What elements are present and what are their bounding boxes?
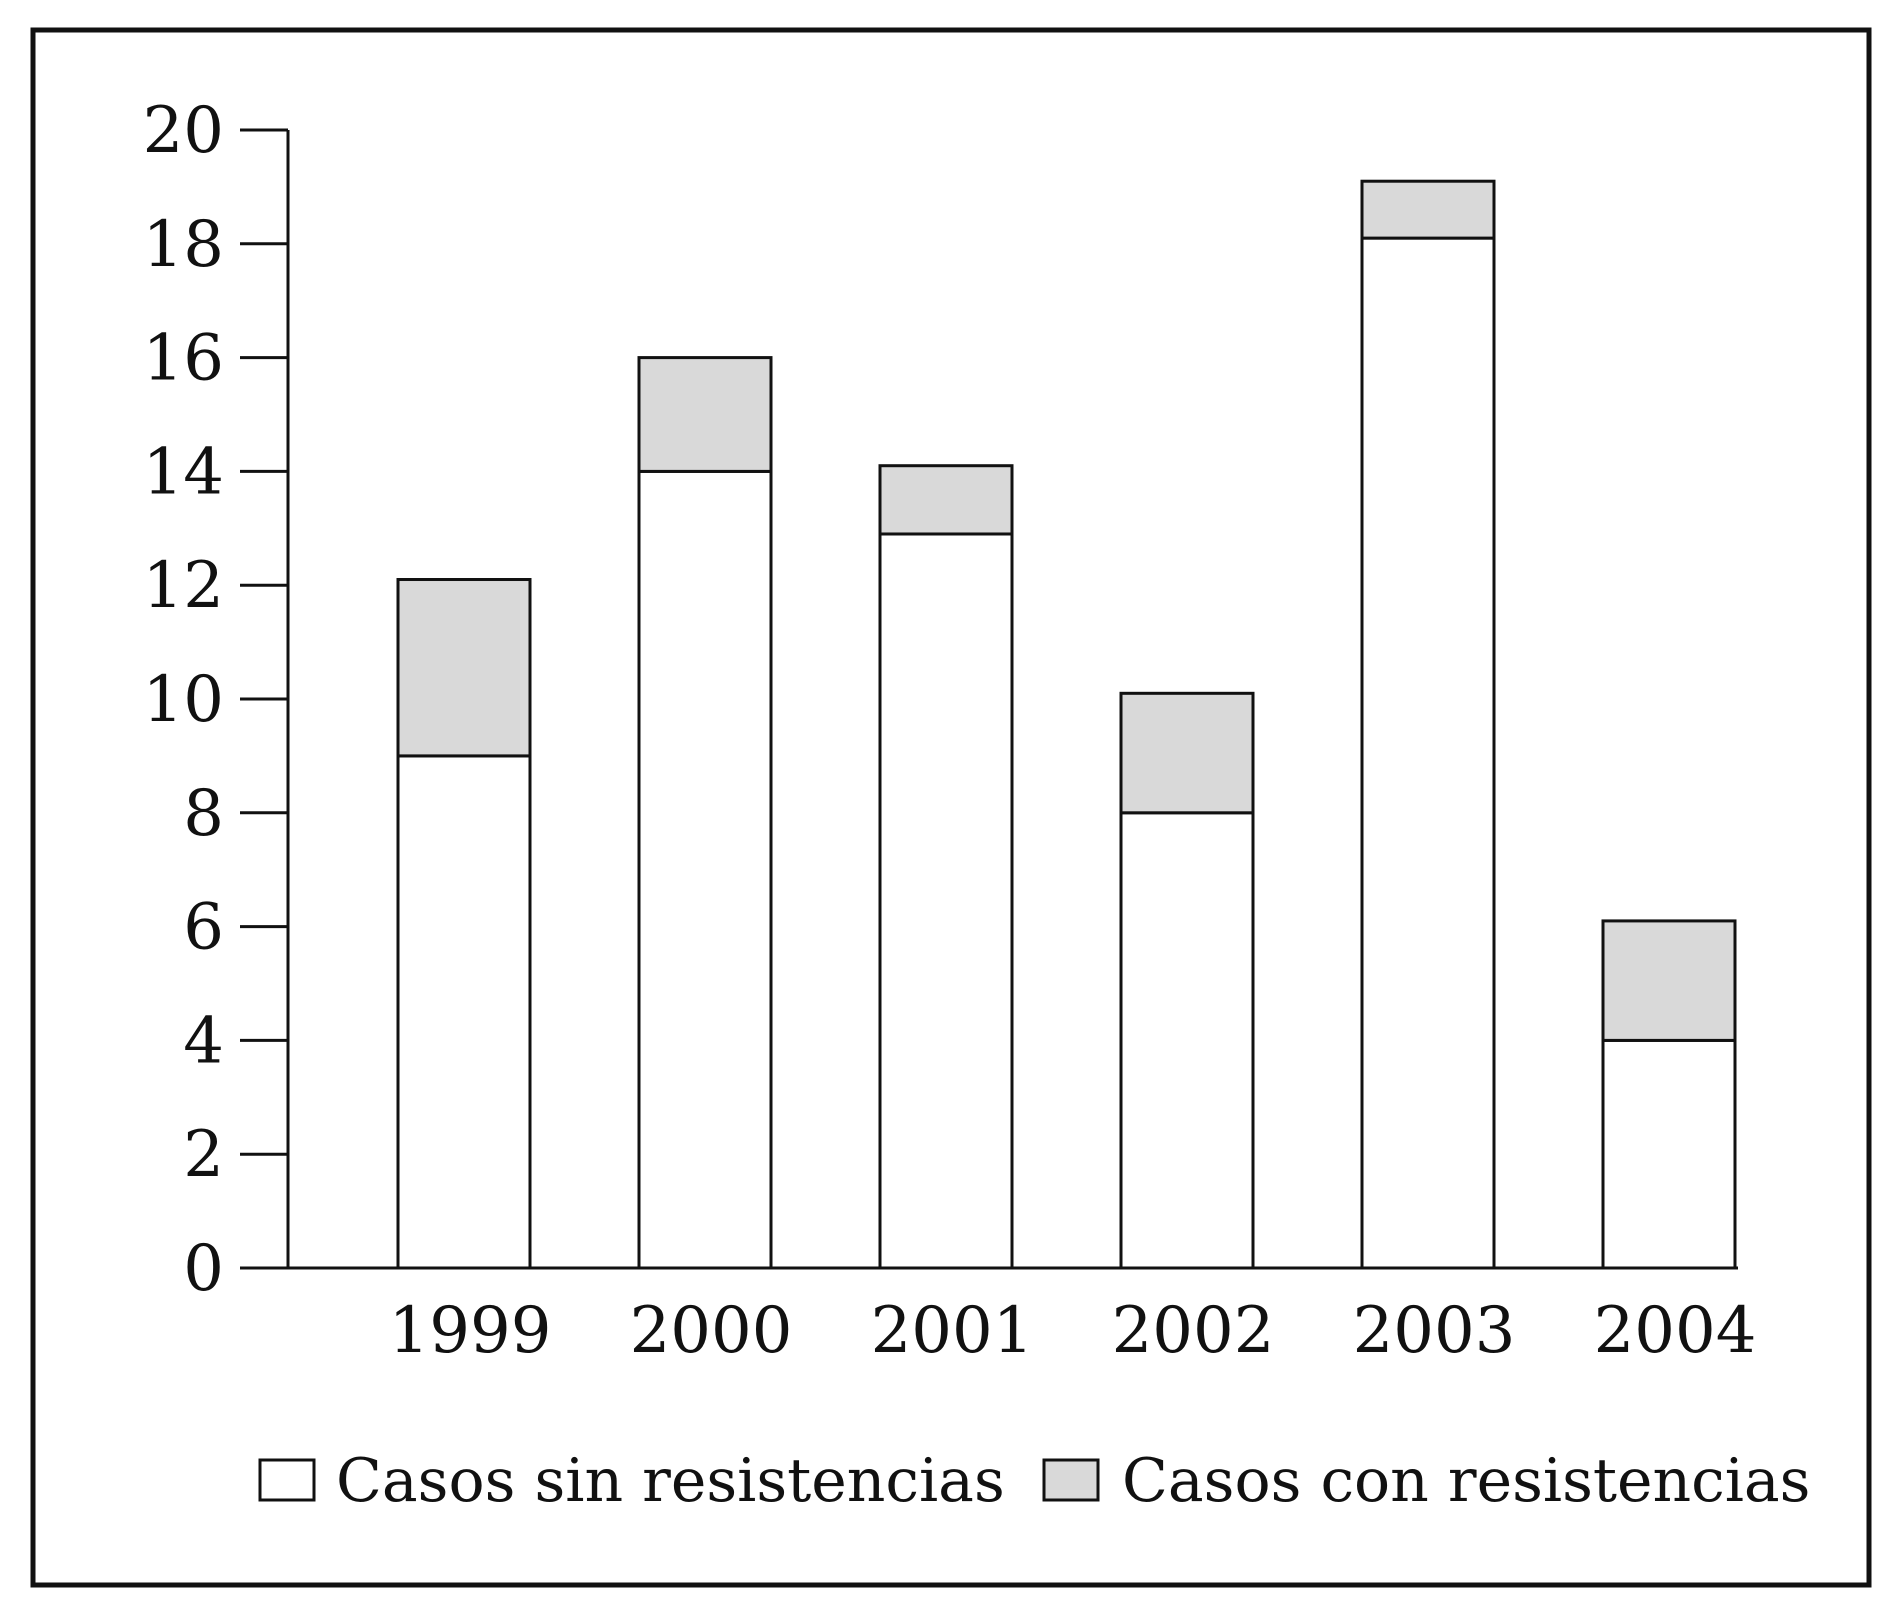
bar-2000-sin-resistencias bbox=[637, 469, 773, 1270]
bar-2003-con-resistencias bbox=[1360, 179, 1496, 240]
bar-1999-con-resistencias bbox=[396, 578, 532, 758]
bar-1999-sin-resistencias bbox=[396, 754, 532, 1270]
y-tick-label: 16 bbox=[143, 322, 224, 396]
bar-2001-con-resistencias bbox=[878, 464, 1014, 536]
bar-2003-sin-resistencias bbox=[1360, 236, 1496, 1270]
y-tick-label: 20 bbox=[143, 94, 224, 168]
x-tick-label: 2001 bbox=[871, 1294, 1034, 1368]
bar-2004-sin-resistencias bbox=[1601, 1038, 1737, 1270]
bar-2004-con-resistencias bbox=[1601, 919, 1737, 1042]
y-tick-label: 12 bbox=[143, 549, 224, 623]
x-axis-labels: 1999 2000 2001 2002 2003 2004 bbox=[389, 1294, 1757, 1368]
y-tick-label: 6 bbox=[183, 891, 224, 965]
y-tick-label: 18 bbox=[143, 208, 224, 282]
bar-2002-sin-resistencias bbox=[1119, 811, 1255, 1270]
x-tick-label: 2003 bbox=[1353, 1294, 1516, 1368]
bar-2002-con-resistencias bbox=[1119, 691, 1255, 815]
legend-label-con-resistencias: Casos con resistencias bbox=[1122, 1446, 1810, 1516]
bar-2000-con-resistencias bbox=[637, 356, 773, 473]
x-tick-label: 2000 bbox=[630, 1294, 793, 1368]
x-tick-label: 2004 bbox=[1594, 1294, 1757, 1368]
legend-swatch-sin-resistencias bbox=[258, 1458, 316, 1502]
y-axis-ticks: 0 2 4 6 8 10 12 14 16 18 20 bbox=[143, 94, 288, 1306]
y-tick-label: 2 bbox=[183, 1118, 224, 1192]
legend: Casos sin resistencias Casos con resiste… bbox=[258, 1446, 1810, 1516]
y-tick-label: 10 bbox=[143, 663, 224, 737]
legend-swatch-con-resistencias bbox=[1042, 1458, 1100, 1502]
y-tick-label: 8 bbox=[183, 777, 224, 851]
x-tick-label: 1999 bbox=[389, 1294, 552, 1368]
x-tick-label: 2002 bbox=[1112, 1294, 1275, 1368]
y-tick-label: 0 bbox=[183, 1232, 224, 1306]
y-tick-label: 4 bbox=[183, 1004, 224, 1078]
legend-label-sin-resistencias: Casos sin resistencias bbox=[336, 1446, 1005, 1516]
bars-group bbox=[396, 179, 1737, 1270]
y-tick-label: 14 bbox=[143, 435, 224, 509]
bar-2001-sin-resistencias bbox=[878, 532, 1014, 1270]
